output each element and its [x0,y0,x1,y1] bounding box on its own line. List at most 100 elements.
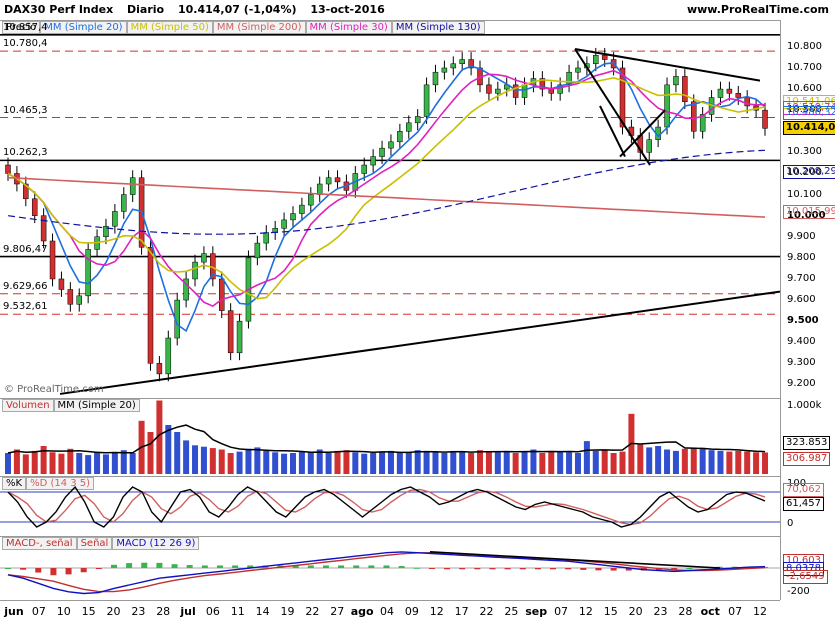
macd-hist-bar [5,568,11,569]
macd-hist-bar [247,565,254,568]
price-axis-tick: 10.200 [787,167,822,179]
candle-body [539,78,546,90]
price-axis-tick: 9.700 [787,272,816,284]
x-axis-label: 04 [380,605,394,618]
volume-bar [192,445,199,474]
volume-bar [423,451,430,474]
macd-hist-bar [383,565,390,568]
price-axis-tick: 9.800 [787,251,816,263]
x-axis-label: 07 [728,605,743,618]
price-axis-tick: 9.300 [787,357,816,369]
price-axis-tick: 9.200 [787,378,816,390]
price-value-box: 10.208,29 [783,164,835,179]
macd-legend-macd: MACD (12 26 9) [112,537,200,550]
volume-bar [379,451,386,474]
macd-hist-bar [474,568,481,570]
volume-bar [441,453,448,474]
level-label: 10.857,4 [3,21,48,33]
candle-body [735,93,742,98]
volume-bar [316,449,323,474]
candle-body [308,194,314,206]
price-axis[interactable]: 10.80010.70010.60010.50010.40010.30010.2… [780,20,835,398]
price-axis-tick: 10.500 [787,104,822,116]
macd-hist-bar [95,568,102,570]
macd-hist-bar [65,568,72,575]
volume-bar [672,450,679,474]
macd-hist-bar [216,565,223,568]
volume-bar [94,451,101,474]
candle-body [432,71,439,86]
volume-bar [477,450,484,474]
volume-ma-line [7,424,766,454]
volume-bar [218,449,225,474]
x-axis-label: 15 [81,605,96,618]
volume-bar [601,450,608,474]
price-legend: Precio MM (Simple 20) MM (Simple 50) MM (Si… [2,21,485,34]
candle-body [557,84,563,94]
macd-hist-bar [156,562,163,568]
candle-body [121,194,127,212]
volume-bar [521,451,528,474]
macd-hist-bar [444,568,451,570]
volume-bar [263,450,270,474]
macd-hist-bar [428,568,435,569]
stoch-k-line [7,485,766,528]
candle-body [664,84,670,128]
x-axis-label: 14 [255,605,270,618]
macd-hist-bar [595,568,602,571]
level-label: 9.806,47 [3,243,48,255]
volume-axis[interactable]: 1.000k 323.853 306.987 [780,398,835,476]
candle-body [201,253,207,263]
support-trendline [59,290,780,395]
stoch-k-box: 61,457 [783,497,824,511]
candle-body [459,59,465,65]
site-url[interactable]: www.ProRealTime.com [686,3,829,16]
candle-body [646,139,652,153]
volume-bar [76,453,83,474]
candle-body [129,177,136,195]
macd-line-box: 8,0378 [783,562,824,576]
volume-bar [236,451,243,474]
macd-hist-bar [292,565,299,568]
volume-bar [40,446,47,474]
volume-bar [512,453,519,474]
candle-body [236,320,243,354]
volume-bar [343,450,350,474]
macd-hist-bar [459,568,466,570]
macd-hist-bar [232,565,239,568]
stochastic-legend: %K %D (14 3 5) [2,477,95,490]
volume-bar [450,450,457,474]
candle-body [58,278,65,290]
volume-bar [289,453,296,474]
price-axis-tick: 9.600 [787,294,816,306]
macd-hist-bar [762,566,768,568]
candle-body [76,295,82,305]
macd-axis[interactable]: 10,603 8,0378 -2,6549 -200 [780,536,835,600]
volume-bar [200,446,207,474]
volume-value-box: 306.987 [783,452,831,466]
macd-hist-bar [126,563,133,568]
chart-canvas[interactable]: © ProRealTime.com [0,0,780,600]
candle-body [183,278,189,301]
macd-hist-bar [398,566,405,568]
candle-body [49,240,56,280]
volume-bar [298,451,305,474]
price-axis-tick: 9.900 [787,230,816,242]
stoch-legend-k: %K [2,477,27,490]
candle-body [112,211,118,227]
level-label: 10.780,4 [3,38,48,50]
macd-hist-bar [489,568,496,570]
volume-bar [574,453,581,474]
candle-body [316,183,323,195]
price-pane[interactable] [0,20,780,399]
volume-bar [254,447,261,474]
volume-bar [646,447,653,474]
candle-body [699,114,706,132]
x-axis[interactable]: jun 07 10 15 20 23 28 jul 06 11 14 19 22 27 ago 04 09 12 1… [0,600,780,621]
volume-bar [753,452,760,474]
stochastic-axis[interactable]: 100 70,062 61,457 0 [780,476,835,536]
volume-bar [583,441,590,474]
x-axis-label: 23 [131,605,146,618]
chart-title: DAX30 Perf Index Diario 10.414,07 (-1,04… [4,3,395,16]
candle-body [299,204,305,214]
